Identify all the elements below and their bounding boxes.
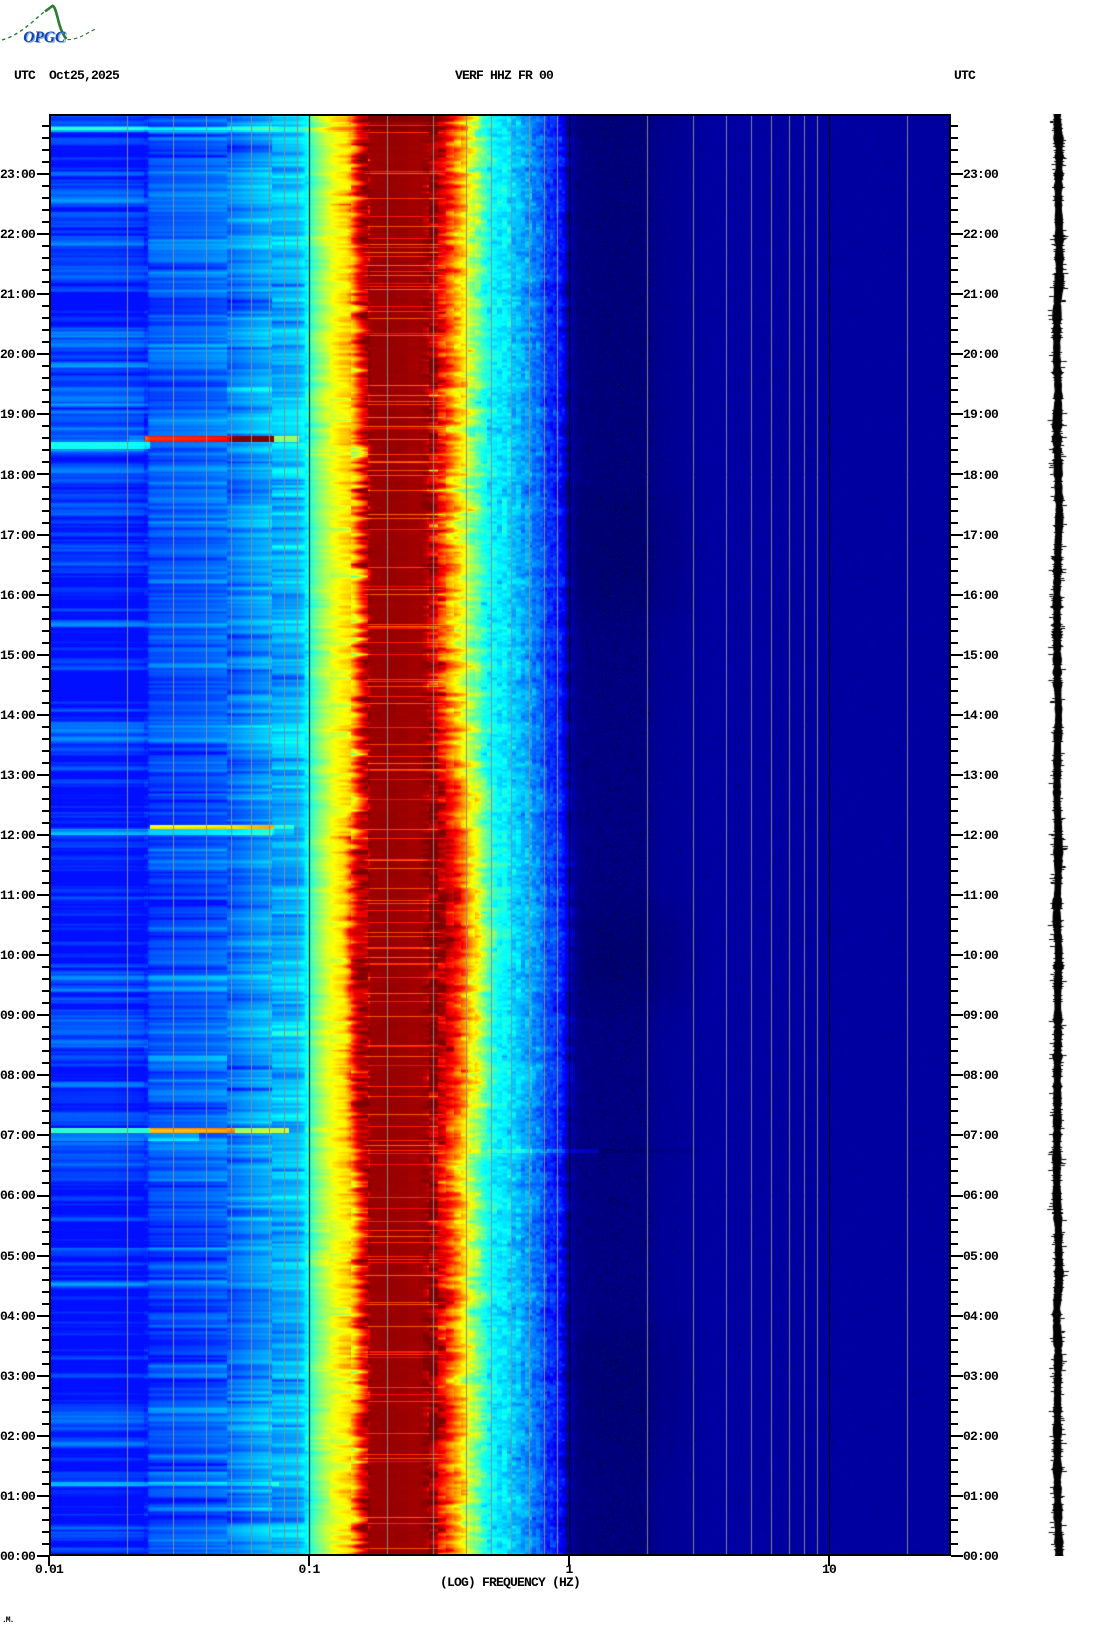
svg-text:OPGC: OPGC bbox=[25, 30, 68, 47]
svg-text:OPGC: OPGC bbox=[23, 29, 66, 46]
